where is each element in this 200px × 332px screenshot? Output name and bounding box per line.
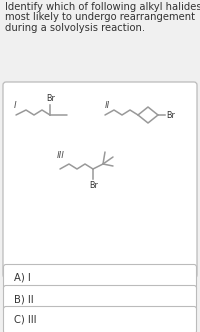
Text: I: I [14, 102, 17, 111]
FancyBboxPatch shape [4, 265, 196, 291]
Text: C) III: C) III [14, 315, 36, 325]
Text: Identify which of following alkyl halides is: Identify which of following alkyl halide… [5, 2, 200, 12]
Text: Br: Br [89, 181, 98, 190]
Text: Br: Br [46, 94, 55, 103]
FancyBboxPatch shape [4, 306, 196, 332]
Text: Br: Br [166, 111, 175, 120]
Text: during a solvolysis reaction.: during a solvolysis reaction. [5, 23, 145, 33]
Text: II: II [105, 102, 110, 111]
FancyBboxPatch shape [3, 82, 197, 278]
Text: most likely to undergo rearrangement: most likely to undergo rearrangement [5, 13, 195, 23]
FancyBboxPatch shape [4, 286, 196, 312]
Text: B) II: B) II [14, 294, 34, 304]
Text: III: III [57, 151, 65, 160]
Text: A) I: A) I [14, 273, 31, 283]
